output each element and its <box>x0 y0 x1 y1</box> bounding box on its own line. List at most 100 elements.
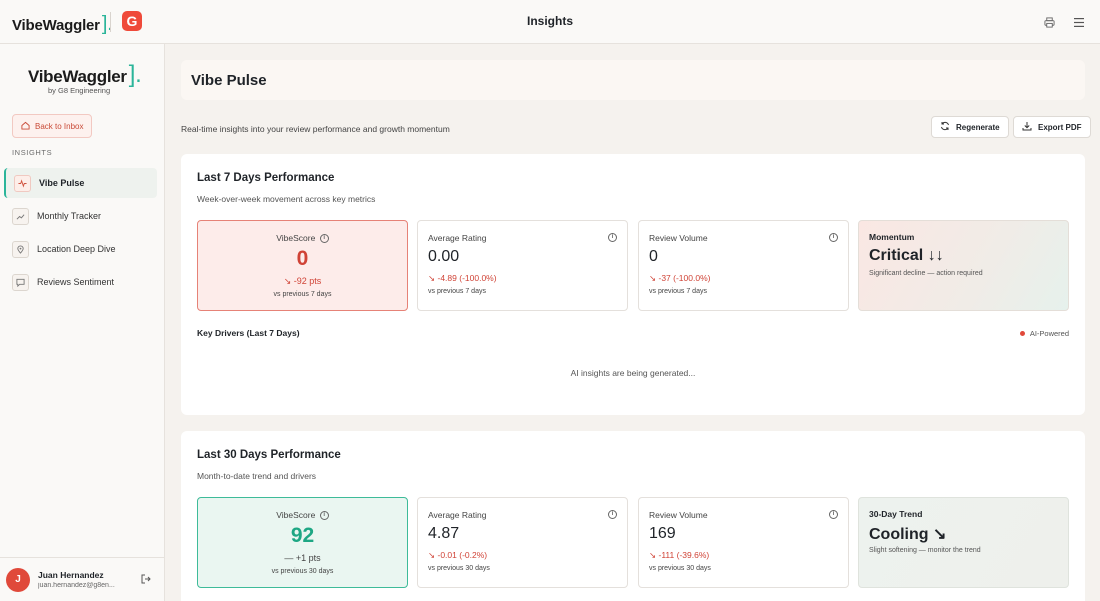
review-volume-delta: -37 (-100.0%) <box>658 273 711 283</box>
average-rating-card: Average Rating i 0.00 ↘ -4.89 (-100.0%) … <box>417 220 628 311</box>
brand-name: VibeWaggler <box>12 17 100 34</box>
average-rating-delta: -0.01 (-0.2%) <box>437 550 488 560</box>
info-icon[interactable]: i <box>829 233 838 243</box>
momentum-caption: Significant decline — action required <box>869 270 983 277</box>
trend-flat-icon: — <box>284 553 294 563</box>
refresh-icon <box>940 121 950 133</box>
sidebar-item-label: Vibe Pulse <box>39 178 85 188</box>
export-pdf-button[interactable]: Export PDF <box>1013 116 1091 138</box>
vibescore-label: VibeScore <box>276 510 316 520</box>
main-subtitle: Real-time insights into your review perf… <box>181 124 450 134</box>
average-rating-caption: vs previous 30 days <box>428 565 490 572</box>
page-header: Vibe Pulse <box>181 60 1085 100</box>
review-volume-value: 169 <box>649 525 676 542</box>
review-volume-caption: vs previous 7 days <box>649 288 707 295</box>
last-30-days-panel: Last 30 Days Performance Month-to-date t… <box>181 431 1085 601</box>
regenerate-button[interactable]: Regenerate <box>931 116 1009 138</box>
menu-icon[interactable] <box>1070 13 1088 31</box>
sidebar-logo-subtitle: by G8 Engineering <box>48 86 111 95</box>
sidebar-item-location-deep-dive[interactable]: Location Deep Dive <box>4 234 157 264</box>
printer-icon[interactable] <box>1040 13 1058 31</box>
chat-icon <box>12 273 29 291</box>
average-rating-caption: vs previous 7 days <box>428 288 486 295</box>
info-icon[interactable]: i <box>608 510 617 520</box>
vibescore-caption: vs previous 30 days <box>271 568 334 575</box>
ai-powered-badge: AI-Powered <box>1019 329 1069 338</box>
sidebar-section-label: INSIGHTS <box>12 148 53 157</box>
vibescore-delta-row: ↘ -92 pts <box>198 276 407 287</box>
vibescore-label: VibeScore <box>276 233 316 243</box>
vibescore-value: 0 <box>296 247 309 270</box>
location-pin-icon <box>12 240 29 258</box>
vibescore-label-row: VibeScore i <box>198 510 407 521</box>
review-volume-card: Review Volume i 169 ↘ -111 (-39.6%) vs p… <box>638 497 849 588</box>
divider <box>110 12 111 32</box>
review-volume-card: Review Volume i 0 ↘ -37 (-100.0%) vs pre… <box>638 220 849 311</box>
ai-insights-status: AI insights are being generated... <box>570 368 696 378</box>
trend-down-icon: ↘ <box>428 550 436 560</box>
sidebar-logo[interactable]: VibeWaggler]. <box>28 61 142 89</box>
review-volume-delta: -111 (-39.6%) <box>658 550 710 560</box>
user-profile: J Juan Hernandez juan.hernandez@g8en... <box>0 557 165 601</box>
key-drivers-title: Key Drivers (Last 7 Days) <box>197 328 300 338</box>
avatar[interactable]: J <box>6 567 30 592</box>
page-title: Insights <box>526 14 573 28</box>
thirty-day-trend-card: 30-Day Trend Cooling ↘ Slight softening … <box>858 497 1069 588</box>
review-volume-value: 0 <box>649 248 658 265</box>
ai-powered-label: AI-Powered <box>1029 329 1069 338</box>
vibescore-delta-row: — +1 pts <box>198 553 407 563</box>
info-icon[interactable]: i <box>608 233 617 243</box>
sidebar-logo-name: VibeWaggler <box>28 67 127 86</box>
logout-icon[interactable] <box>141 574 151 587</box>
sidebar-item-reviews-sentiment[interactable]: Reviews Sentiment <box>4 267 157 297</box>
last-30-days-title: Last 30 Days Performance <box>197 449 341 461</box>
vibescore-card: VibeScore i 0 ↘ -92 pts vs previous 7 da… <box>197 220 408 311</box>
info-icon[interactable]: i <box>319 511 329 521</box>
average-rating-label: Average Rating <box>428 233 487 243</box>
brand-logo[interactable]: VibeWaggler]. <box>12 13 113 36</box>
average-rating-value: 0.00 <box>428 248 460 265</box>
momentum-label: Momentum <box>869 232 915 242</box>
average-rating-delta-row: ↘ -0.01 (-0.2%) <box>428 550 487 561</box>
vibescore-label-row: VibeScore i <box>198 233 407 244</box>
review-volume-label: Review Volume <box>649 510 708 520</box>
trend-down-icon: ↘ <box>283 276 292 286</box>
last-7-days-subtitle: Week-over-week movement across key metri… <box>197 194 376 204</box>
trend-icon <box>12 207 29 225</box>
momentum-value: Critical ↓↓ <box>869 247 944 264</box>
trend-down-icon: ↘ <box>649 273 657 283</box>
average-rating-delta-row: ↘ -4.89 (-100.0%) <box>428 273 497 284</box>
average-rating-label: Average Rating <box>428 510 487 520</box>
vibescore-caption: vs previous 7 days <box>273 291 332 298</box>
home-icon <box>21 121 30 132</box>
sidebar: VibeWaggler]. by G8 Engineering Back to … <box>0 44 165 601</box>
sidebar-item-monthly-tracker[interactable]: Monthly Tracker <box>4 201 157 231</box>
review-volume-delta-row: ↘ -111 (-39.6%) <box>649 550 709 561</box>
regenerate-label: Regenerate <box>956 122 1000 132</box>
sidebar-item-label: Monthly Tracker <box>37 211 102 221</box>
review-volume-label: Review Volume <box>649 233 708 243</box>
sidebar-item-label: Reviews Sentiment <box>37 277 115 287</box>
vibescore-card: VibeScore i 92 — +1 pts vs previous 30 d… <box>197 497 408 588</box>
sidebar-item-vibe-pulse[interactable]: Vibe Pulse <box>4 168 157 198</box>
sidebar-item-label: Location Deep Dive <box>37 244 116 254</box>
user-name: Juan Hernandez <box>38 570 104 580</box>
vibescore-delta: -92 pts <box>293 276 322 286</box>
export-pdf-label: Export PDF <box>1038 122 1082 132</box>
back-to-inbox-label: Back to Inbox <box>35 121 84 131</box>
vibescore-delta: +1 pts <box>295 553 321 563</box>
last-30-days-subtitle: Month-to-date trend and drivers <box>197 471 317 481</box>
trend-down-icon: ↘ <box>649 550 657 560</box>
info-icon[interactable]: i <box>319 234 329 244</box>
average-rating-delta: -4.89 (-100.0%) <box>437 273 497 283</box>
info-icon[interactable]: i <box>829 510 838 520</box>
sidebar-logo-bracket: ]. <box>128 61 142 88</box>
g2-logo[interactable]: G <box>122 11 142 31</box>
user-info: Juan Hernandez juan.hernandez@g8en... <box>38 570 133 589</box>
last-7-days-panel: Last 7 Days Performance Week-over-week m… <box>181 154 1085 415</box>
top-bar: VibeWaggler]. G Insights <box>0 0 1100 44</box>
trend-down-icon: ↘ <box>428 273 436 283</box>
last-7-days-title: Last 7 Days Performance <box>197 172 335 184</box>
brand-bracket: ]. <box>101 13 113 35</box>
back-to-inbox-button[interactable]: Back to Inbox <box>12 114 93 138</box>
